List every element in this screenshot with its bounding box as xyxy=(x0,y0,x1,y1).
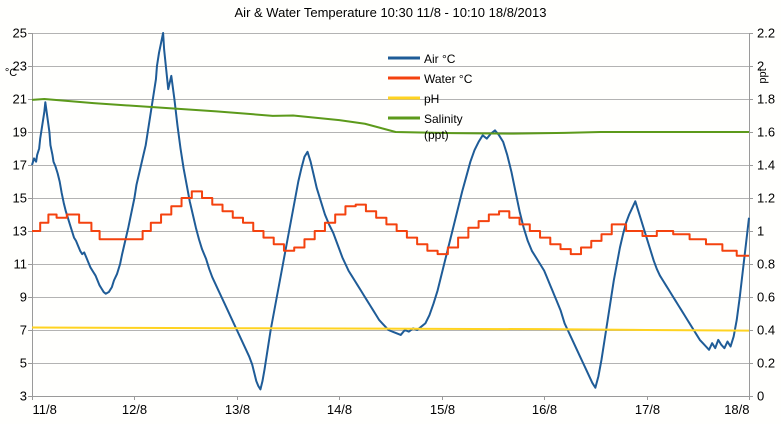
y2tick-label: 0.4 xyxy=(757,323,775,338)
gridlines-group xyxy=(32,33,749,397)
xtick-label: 17/8 xyxy=(635,402,660,417)
legend-label-2: pH xyxy=(424,92,439,106)
ytick-label: 9 xyxy=(20,290,27,305)
y-axis-label: °C xyxy=(5,67,17,79)
y2tick-labels-group: 0 0.2 0.4 0.6 0.8 1 1.2 1.4 1.6 1.8 2 2.2 xyxy=(757,26,775,404)
ytick-label: 5 xyxy=(20,356,27,371)
xtick-label: 11/8 xyxy=(33,402,57,417)
y2tick-label: 0 xyxy=(757,389,764,404)
y2tick-label: 1.4 xyxy=(757,158,775,173)
xtick-label: 16/8 xyxy=(532,402,557,417)
ytick-labels-group: 3 5 7 9 11 13 15 17 19 21 23 25 xyxy=(13,26,27,404)
xtick-labels-group: 11/8 12/8 13/8 14/8 15/8 16/8 17/8 18/8 xyxy=(33,402,750,417)
ytick-label: 21 xyxy=(13,92,27,107)
series-line-0 xyxy=(31,32,750,391)
xtick-label: 13/8 xyxy=(225,402,250,417)
series-group xyxy=(31,32,750,391)
y2tick-label: 0.8 xyxy=(757,257,775,272)
y2tick-label: 2 xyxy=(757,59,764,74)
ytick-label: 13 xyxy=(13,224,27,239)
legend-label-3: Salinity xyxy=(424,112,463,126)
xtick-label: 15/8 xyxy=(430,402,455,417)
y2tick-label: 2.2 xyxy=(757,26,775,41)
xtick-label: 12/8 xyxy=(122,402,147,417)
series-line-1 xyxy=(32,190,749,257)
series-line-3 xyxy=(31,98,749,135)
chart-title: Air & Water Temperature 10:30 11/8 - 10:… xyxy=(234,5,547,20)
ytick-label: 19 xyxy=(13,125,27,140)
axes-group xyxy=(28,33,753,400)
ytick-label: 3 xyxy=(20,389,27,404)
ytick-label: 23 xyxy=(13,59,27,74)
legend-group: Air °C Water °C pH Salinity (ppt) xyxy=(388,52,473,142)
y2-axis-label: ppt xyxy=(757,68,769,83)
y2tick-label: 0.2 xyxy=(757,356,775,371)
xtick-label: 18/8 xyxy=(724,402,749,417)
y2tick-label: 0.6 xyxy=(757,290,775,305)
xtick-label: 14/8 xyxy=(327,402,352,417)
y2tick-label: 1.2 xyxy=(757,191,775,206)
legend-label-3-line2: (ppt) xyxy=(424,128,449,142)
legend-label-1: Water °C xyxy=(424,72,473,86)
ytick-label: 7 xyxy=(20,323,27,338)
ytick-label: 25 xyxy=(13,26,27,41)
ytick-label: 15 xyxy=(13,191,27,206)
ytick-label: 11 xyxy=(14,257,28,272)
y2tick-label: 1 xyxy=(757,224,764,239)
series-line-2 xyxy=(31,326,750,332)
y2tick-label: 1.8 xyxy=(757,92,775,107)
legend-label-0: Air °C xyxy=(424,52,456,66)
axis-names-group: °C ppt xyxy=(5,67,769,84)
y2tick-label: 1.6 xyxy=(757,125,775,140)
ytick-label: 17 xyxy=(13,158,27,173)
